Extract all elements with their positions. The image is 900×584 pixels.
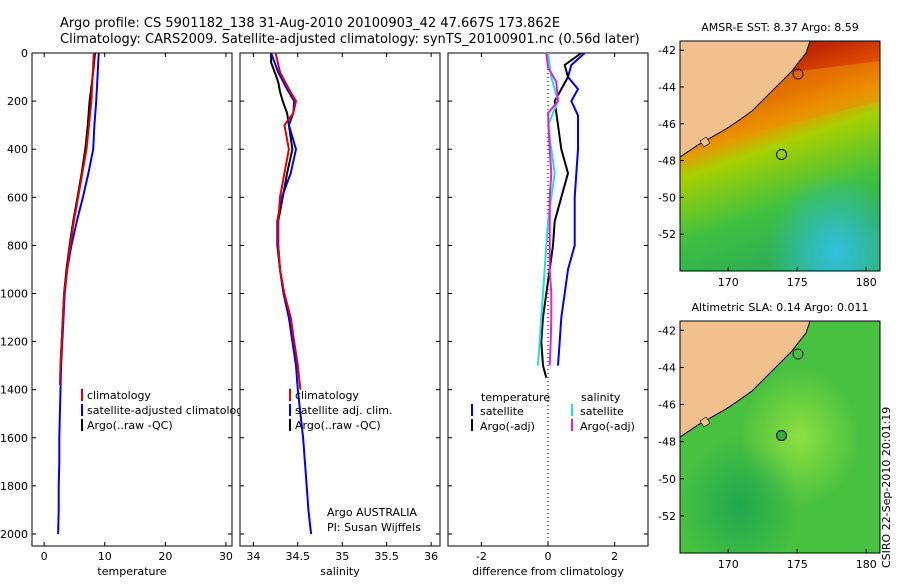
map-frame xyxy=(679,320,881,554)
legend-label: Argo(..raw -QC) xyxy=(295,419,381,432)
legend-label: climatology xyxy=(295,389,359,402)
map-x-tick-label: 175 xyxy=(787,558,808,571)
y-tick-label: 1600 xyxy=(0,432,28,445)
panel-frame xyxy=(239,52,441,547)
x-tick-label: 2 xyxy=(611,550,618,563)
title-line-2: Climatology: CARS2009. Satellite-adjuste… xyxy=(60,32,640,47)
timestamp-stamp: CSIRO 22-Sep-2010 20:01:19 xyxy=(880,407,893,568)
map-title: Altimetric SLA: 0.14 Argo: 0.011 xyxy=(691,301,868,314)
bathymetry-contour xyxy=(792,68,804,80)
y-tick-label: 600 xyxy=(7,191,28,204)
series-line-Argo(-adj) xyxy=(540,52,582,378)
legend-label: satellite xyxy=(480,405,524,418)
map-x-tick-label: 180 xyxy=(856,276,877,289)
legend-label: satellite xyxy=(580,405,624,418)
land-stewart-island xyxy=(699,136,711,148)
panel-difference: -2 0 2 difference from climatology temperatu… xyxy=(447,52,649,578)
profile-panels: 0 10 20 30020040060080010001200140016001800… xyxy=(0,47,649,578)
map-y-tick-label: -44 xyxy=(658,81,676,94)
legend-label: climatology xyxy=(87,389,151,402)
bathymetry-contour xyxy=(792,348,804,360)
map-x-tick-label: 170 xyxy=(718,276,739,289)
y-tick-label: 800 xyxy=(7,239,28,252)
legend-label: Argo(..raw -QC) xyxy=(87,419,173,432)
x-tick-label: 35 xyxy=(335,550,349,563)
x-tick-label: -2 xyxy=(476,550,487,563)
credit-line-1: Argo AUSTRALIA xyxy=(327,506,417,519)
x-tick-label: 36 xyxy=(424,550,438,563)
legend-label: satellite adj. clim. xyxy=(295,404,392,417)
map-y-tick-label: -42 xyxy=(658,44,676,57)
x-axis-label: difference from climatology xyxy=(472,565,624,578)
y-tick-label: 2000 xyxy=(0,528,28,541)
map-y-tick-label: -48 xyxy=(658,436,676,449)
map-frame xyxy=(679,40,881,272)
series-line-climatology xyxy=(58,52,95,385)
legend-header-temperature: temperature xyxy=(481,391,550,404)
panel-salinity: 34 34.5 35 35.5 36 salinity climatology satelli… xyxy=(239,52,441,578)
y-tick-label: 400 xyxy=(7,143,28,156)
y-tick-label: 1800 xyxy=(0,480,28,493)
x-tick-label: 0 xyxy=(41,550,48,563)
series-line-climatology xyxy=(274,52,302,390)
coastline xyxy=(680,41,811,158)
y-tick-label: 0 xyxy=(21,47,28,60)
map-y-tick-label: -52 xyxy=(658,228,676,241)
y-tick-label: 1200 xyxy=(0,336,28,349)
series-line-satellite xyxy=(557,52,586,366)
y-tick-label: 200 xyxy=(7,95,28,108)
y-tick-label: 1000 xyxy=(0,287,28,300)
legend-label: satellite-adjusted climatology xyxy=(87,404,250,417)
panel-frame xyxy=(31,52,233,547)
argo-float-marker xyxy=(776,429,788,441)
argo-float-marker xyxy=(776,148,788,160)
map-y-tick-label: -44 xyxy=(658,361,676,374)
land-stewart-island xyxy=(699,416,711,428)
map-sla-map: Altimetric SLA: 0.14 Argo: 0.011 170 175 18… xyxy=(658,301,881,571)
x-axis-label: salinity xyxy=(320,565,360,578)
legend-label: Argo(-adj) xyxy=(480,420,535,433)
x-tick-label: 0 xyxy=(545,550,552,563)
series-line-Argo(-adj) xyxy=(545,52,560,366)
map-y-tick-label: -42 xyxy=(658,324,676,337)
map-field xyxy=(680,41,880,271)
credit-line-2: PI: Susan Wijffels xyxy=(327,521,421,534)
x-tick-label: 34.5 xyxy=(286,550,311,563)
map-title: AMSR-E SST: 8.37 Argo: 8.59 xyxy=(701,21,859,34)
map-panels: AMSR-E SST: 8.37 Argo: 8.59 170 175 180 -42 -… xyxy=(658,21,881,571)
x-tick-label: 35.5 xyxy=(374,550,399,563)
legend-header-salinity: salinity xyxy=(581,391,621,404)
map-x-tick-label: 175 xyxy=(787,276,808,289)
y-tick-label: 1400 xyxy=(0,384,28,397)
map-y-tick-label: -48 xyxy=(658,155,676,168)
map-y-tick-label: -50 xyxy=(658,473,676,486)
coastline xyxy=(680,321,811,438)
panel-temperature: 0 10 20 30 0 200 400 600 800 1000 1200 1400 1600 1800… xyxy=(0,47,250,578)
map-y-tick-label: -46 xyxy=(658,399,676,412)
land-group xyxy=(680,41,811,158)
map-x-tick-label: 170 xyxy=(718,558,739,571)
panel-frame xyxy=(447,52,649,547)
map-x-tick-label: 180 xyxy=(856,558,877,571)
x-tick-label: 10 xyxy=(98,550,112,563)
title-line-1: Argo profile: CS 5901182_138 31-Aug-2010… xyxy=(60,16,560,31)
map-y-tick-label: -50 xyxy=(658,191,676,204)
map-sst-map: AMSR-E SST: 8.37 Argo: 8.59 170 175 180 -42 -… xyxy=(658,21,881,289)
map-y-tick-label: -52 xyxy=(658,510,676,523)
x-axis-label: temperature xyxy=(97,565,166,578)
x-tick-label: 34 xyxy=(246,550,260,563)
x-tick-label: 20 xyxy=(158,550,172,563)
land-group xyxy=(680,321,811,438)
legend-label: Argo(-adj) xyxy=(580,420,635,433)
map-y-tick-label: -46 xyxy=(658,118,676,131)
x-tick-label: 30 xyxy=(219,550,233,563)
